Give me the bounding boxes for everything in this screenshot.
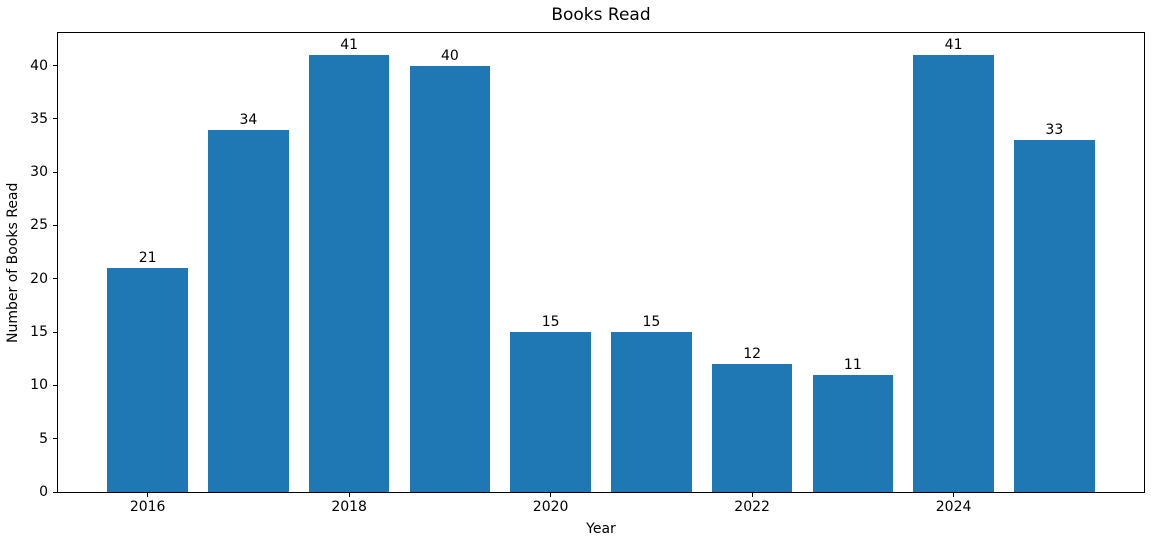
y-tick-label-5: 5: [39, 430, 48, 447]
x-tick-mark-2024: [953, 493, 955, 497]
bar-2025: [1014, 140, 1095, 492]
bar-2024: [913, 54, 994, 492]
y-tick-label-20: 20: [30, 270, 48, 287]
bar-2016: [107, 268, 188, 492]
bar-value-label-2023: 11: [843, 356, 862, 373]
x-tick-label-2024: 2024: [935, 499, 972, 515]
x-tick-mark-2018: [348, 493, 350, 497]
chart-title: Books Read: [551, 5, 651, 25]
bar-value-label-2024: 41: [944, 36, 963, 53]
x-tick-label-2020: 2020: [532, 499, 569, 515]
y-tick-label-30: 30: [30, 164, 48, 181]
y-tick-label-25: 25: [30, 217, 48, 234]
bar-value-label-2022: 12: [743, 346, 762, 363]
y-tick-label-35: 35: [30, 110, 48, 127]
y-tick-mark-0: [53, 491, 57, 493]
x-axis-label: Year: [586, 521, 616, 537]
x-tick-mark-2016: [147, 493, 149, 497]
y-tick-mark-40: [53, 65, 57, 67]
x-tick-label-2018: 2018: [331, 499, 367, 515]
x-tick-mark-2020: [550, 493, 552, 497]
bar-2023: [812, 374, 894, 492]
bar-2018: [308, 54, 390, 492]
bar-value-label-2016: 21: [138, 250, 157, 267]
bar-2019: [409, 65, 491, 492]
y-tick-mark-15: [53, 331, 57, 333]
bar-value-label-2018: 41: [340, 36, 359, 53]
y-tick-label-0: 0: [39, 484, 48, 500]
x-tick-label-2016: 2016: [129, 499, 166, 515]
bar-value-label-2025: 33: [1045, 122, 1064, 139]
y-tick-label-10: 10: [30, 377, 48, 394]
bar-2020: [510, 332, 591, 492]
bar-value-label-2020: 15: [541, 314, 560, 331]
bar-2022: [711, 364, 793, 492]
y-tick-mark-30: [53, 171, 57, 173]
y-tick-mark-10: [53, 384, 57, 386]
y-axis-label: Number of Books Read: [5, 182, 21, 343]
y-tick-mark-5: [53, 438, 57, 440]
x-tick-mark-2022: [751, 493, 753, 497]
y-tick-mark-25: [53, 224, 57, 226]
y-tick-mark-35: [53, 118, 57, 120]
plot-area: 21 34 41 40 15 15 12 11 41 33: [57, 32, 1145, 493]
bars-layer: 21 34 41 40 15 15 12 11 41 33: [58, 33, 1144, 492]
y-tick-label-15: 15: [30, 324, 48, 341]
bar-value-label-2021: 15: [642, 314, 661, 331]
bar-value-label-2019: 40: [440, 47, 459, 64]
bar-2017: [208, 129, 289, 492]
x-tick-label-2022: 2022: [734, 499, 770, 515]
y-tick-mark-20: [53, 278, 57, 280]
bar-value-label-2017: 34: [239, 111, 258, 128]
y-tick-label-40: 40: [30, 57, 48, 74]
bar-2021: [611, 332, 692, 492]
